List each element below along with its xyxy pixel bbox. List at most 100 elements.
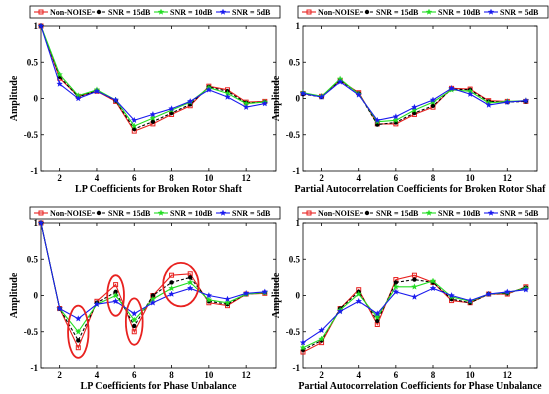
legend-swatch-marker — [219, 8, 227, 15]
data-point — [242, 289, 250, 297]
data-point — [131, 329, 137, 335]
data-point — [112, 297, 119, 305]
legend-label: SNR = 10dB — [438, 209, 481, 218]
x-tick-label: 6 — [132, 173, 137, 183]
x-tick-label: 2 — [319, 370, 324, 380]
data-point — [299, 89, 307, 97]
y-tick-label: 0.5 — [289, 254, 301, 264]
data-point — [392, 288, 400, 295]
legend-label: Non-NOISE — [50, 209, 92, 218]
y-axis-label: Amplitude — [271, 75, 282, 121]
data-point — [131, 122, 138, 129]
data-point — [169, 272, 175, 278]
data-point — [113, 282, 119, 288]
series-line-1 — [40, 222, 265, 350]
legend-label: SNR = 5dB — [232, 8, 271, 17]
data-point — [149, 114, 157, 121]
x-tick-label: 4 — [95, 370, 100, 380]
data-point — [522, 286, 530, 293]
legend-label: SNR = 5dB — [500, 8, 539, 17]
data-point — [466, 90, 474, 97]
series-line-3 — [40, 222, 265, 333]
x-tick-label: 8 — [431, 173, 436, 183]
chart-panel-4: 2 4 6 8 10 12 -1 -0.5 0 0.5 1 Partial Autocorrelati… — [271, 206, 549, 392]
legend-swatch-marker — [487, 8, 495, 15]
series-line-2 — [40, 222, 265, 342]
y-tick-label: 0 — [34, 291, 39, 301]
data-point — [56, 71, 63, 78]
legend-swatch-marker — [157, 209, 165, 216]
data-point — [131, 310, 138, 317]
legend: Non-NOISE SNR = 15dB SNR = 10dB SNR = 5dB — [297, 5, 549, 19]
chart-panel-2: 2 4 6 8 10 12 -1 -0.5 0 0.5 1 Partial Autocorrelati… — [271, 5, 549, 195]
data-point — [93, 300, 101, 307]
legend-swatch-marker — [38, 210, 44, 216]
data-point — [355, 297, 362, 305]
data-point — [466, 297, 474, 304]
y-tick-label: 0.5 — [27, 254, 39, 264]
data-point — [412, 277, 417, 282]
x-tick-label: 6 — [394, 370, 399, 380]
data-point — [149, 299, 157, 306]
data-point — [150, 119, 156, 124]
legend-label: Non-NOISE — [318, 209, 360, 218]
data-point — [485, 290, 492, 297]
data-point — [392, 283, 400, 290]
data-point — [411, 106, 418, 113]
data-point — [205, 296, 213, 303]
data-point — [429, 277, 437, 284]
legend-label: SNR = 15dB — [376, 8, 419, 17]
legend-label: SNR = 10dB — [438, 8, 481, 17]
legend-swatch-marker — [96, 210, 102, 216]
plot-area — [302, 222, 538, 369]
data-point — [76, 338, 81, 343]
x-axis-label: LP Coefficients for Phase Unbalance — [81, 381, 237, 392]
data-point — [448, 292, 455, 299]
y-tick-label: -0.5 — [24, 327, 39, 337]
annotation-ellipse — [106, 274, 125, 317]
legend-swatch-marker — [306, 210, 312, 216]
x-tick-label: 12 — [503, 173, 513, 183]
y-tick-label: 0.5 — [27, 57, 39, 67]
x-tick-label: 10 — [204, 370, 214, 380]
data-point — [149, 110, 157, 118]
data-point — [261, 100, 269, 107]
y-tick-label: -1 — [293, 363, 301, 373]
x-tick-label: 10 — [466, 173, 476, 183]
data-point — [75, 345, 81, 351]
y-axis-label: Amplitude — [9, 75, 20, 121]
data-point — [56, 305, 63, 312]
y-axis-label: Amplitude — [9, 272, 20, 318]
legend-label: SNR = 10dB — [170, 8, 213, 17]
data-point — [187, 98, 194, 105]
legend-label: Non-NOISE — [50, 8, 92, 17]
data-point — [504, 98, 511, 105]
data-point — [411, 283, 418, 290]
data-point — [411, 293, 418, 300]
y-tick-label: 1 — [296, 218, 301, 228]
legend-label: SNR = 5dB — [500, 209, 539, 218]
legend-swatch-marker — [487, 209, 495, 216]
data-point — [168, 105, 175, 112]
x-axis-label: Partial Autocorrelation Coefficients for… — [295, 184, 547, 195]
y-tick-label: -1 — [31, 166, 39, 176]
series-line-4 — [40, 222, 265, 320]
data-point — [299, 339, 307, 346]
data-point — [522, 97, 530, 104]
legend-swatch-marker — [306, 9, 312, 15]
chart-panel-1: 2 4 6 8 10 12 -1 -0.5 0 0.5 1 LP Coefficients for B… — [9, 5, 281, 195]
x-tick-label: 2 — [319, 173, 324, 183]
data-point — [374, 116, 381, 124]
data-point — [131, 116, 138, 124]
y-tick-label: -0.5 — [286, 130, 301, 140]
data-point — [168, 290, 175, 297]
data-point — [485, 101, 492, 108]
data-point — [411, 272, 417, 278]
data-point — [205, 86, 213, 93]
y-tick-label: -0.5 — [24, 130, 39, 140]
y-tick-label: 0.5 — [289, 57, 301, 67]
data-point — [355, 91, 362, 98]
legend-label: SNR = 15dB — [376, 209, 419, 218]
x-tick-label: 10 — [466, 370, 476, 380]
x-tick-label: 8 — [169, 370, 174, 380]
